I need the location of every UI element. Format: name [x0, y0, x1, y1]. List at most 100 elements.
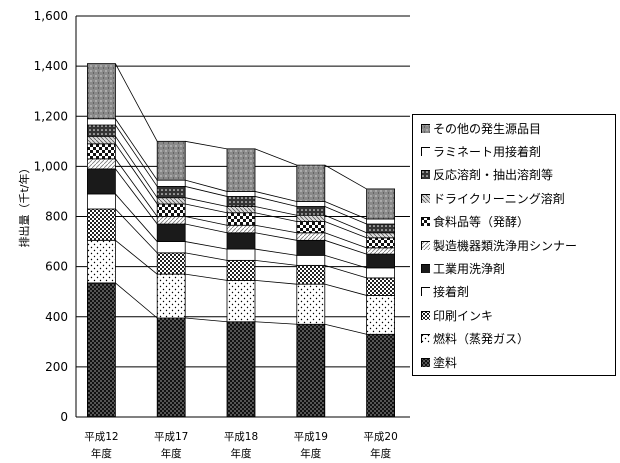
bar-segment: [156, 216, 186, 225]
legend-swatch: [421, 146, 430, 156]
series-connector: [115, 136, 158, 198]
legend-label: ドライクリーニング溶剤: [433, 191, 565, 206]
bar-segment: [156, 273, 186, 319]
bar-segment: [226, 321, 256, 418]
bar-segment: [87, 63, 116, 120]
series-connector: [324, 206, 367, 225]
bar-segment: [156, 203, 186, 217]
bar-segment: [366, 247, 396, 255]
legend-label: ラミネート用接着剤: [433, 144, 542, 159]
bar-segment: [87, 143, 116, 160]
bar-segment: [87, 135, 116, 145]
legend-label: 工業用洗浄剤: [433, 261, 506, 276]
bar-segment: [296, 239, 326, 256]
bar-segment: [156, 186, 186, 199]
series-connector: [254, 191, 297, 202]
series-connector: [185, 179, 228, 192]
series-connector: [324, 164, 367, 190]
legend-label: 塗料: [433, 355, 458, 370]
series-connector: [115, 282, 158, 319]
series-connector: [115, 239, 158, 275]
bar-segment: [366, 253, 396, 269]
bar-segment: [366, 223, 396, 234]
bar-segment: [366, 188, 396, 220]
legend-swatch: [421, 310, 430, 320]
bar-segment: [366, 333, 396, 418]
legend-swatch: [421, 240, 430, 250]
bar-segment: [366, 277, 396, 296]
legend-label: 食料品等（発酵）: [433, 215, 530, 230]
legend-swatch: [421, 217, 430, 227]
series-connector: [185, 140, 228, 150]
legend-item: 反応溶剤・抽出溶剤等: [421, 166, 553, 184]
legend-item: 食料品等（発酵）: [421, 213, 529, 231]
series-connector: [115, 158, 158, 217]
bar-segment: [87, 124, 116, 137]
x-category-label: 平成17: [154, 431, 188, 443]
y-tick-label: 0: [60, 410, 68, 424]
legend-label: 燃料（蒸発ガス）: [433, 332, 530, 347]
series-connector: [185, 317, 228, 323]
x-category-sublabel: 年度: [161, 447, 182, 460]
legend-item: 燃料（蒸発ガス）: [421, 330, 529, 348]
series-connector: [115, 168, 158, 225]
y-tick-label: 800: [45, 210, 68, 224]
series-connector: [254, 280, 297, 285]
bar-segment: [87, 239, 116, 284]
bars: [87, 63, 396, 418]
x-category-sublabel: 年度: [91, 447, 112, 460]
bar-segment: [366, 237, 396, 249]
series-connector: [324, 283, 367, 296]
legend-item: 製造機器類洗浄用シンナー: [421, 236, 577, 254]
series-connector: [254, 196, 297, 207]
series-connector: [185, 197, 228, 207]
x-category-label: 平成12: [84, 431, 118, 443]
bar-segment: [296, 206, 326, 216]
series-connector: [115, 118, 158, 181]
y-tick-label: 1,200: [34, 109, 68, 123]
series-connector: [254, 212, 297, 222]
bar-segment: [296, 221, 326, 234]
legend-label: 接着剤: [433, 285, 470, 300]
legend-label: 印刷インキ: [433, 308, 494, 323]
y-tick-label: 1,600: [34, 9, 68, 23]
x-category-label: 平成19: [294, 431, 328, 443]
bar-segment: [226, 148, 256, 192]
series-connector: [254, 224, 297, 234]
y-axis-label: 排出量（千t/年）: [17, 162, 31, 247]
bar-segment: [366, 295, 396, 335]
legend-item: ドライクリーニング溶剤: [421, 189, 565, 207]
x-category-sublabel: 年度: [370, 447, 391, 460]
series-connector: [185, 203, 228, 214]
bar-segment: [87, 282, 116, 418]
y-tick-label: 1,400: [34, 59, 68, 73]
series-connector: [185, 241, 228, 250]
legend-label: その他の発生源品目: [433, 121, 542, 136]
bar-segment: [156, 140, 186, 181]
bar-segment: [226, 224, 256, 234]
bar-segment: [296, 254, 326, 266]
series-connector: [185, 186, 228, 197]
series-connector: [324, 254, 367, 269]
legend-item: 工業用洗浄剤: [421, 259, 505, 277]
series-connector: [254, 259, 297, 266]
series-connector: [115, 193, 158, 242]
bar-segment: [156, 197, 186, 205]
legend-swatch: [421, 334, 430, 344]
bar-segment: [156, 241, 186, 254]
series-connector: [324, 201, 367, 220]
y-tick-label: 400: [45, 310, 68, 324]
bar-segment: [296, 232, 326, 241]
bar-segment: [226, 196, 256, 207]
series-connector: [185, 223, 228, 234]
y-tick-label: 200: [45, 360, 68, 374]
x-category-sublabel: 年度: [231, 447, 252, 460]
bar-segment: [296, 201, 326, 207]
legend-item: その他の発生源品目: [421, 119, 541, 137]
series-connector: [324, 214, 367, 234]
legend-item: 接着剤: [421, 283, 469, 301]
bar-segment: [226, 232, 256, 250]
bar-segment: [296, 214, 326, 222]
series-connector: [115, 143, 158, 205]
